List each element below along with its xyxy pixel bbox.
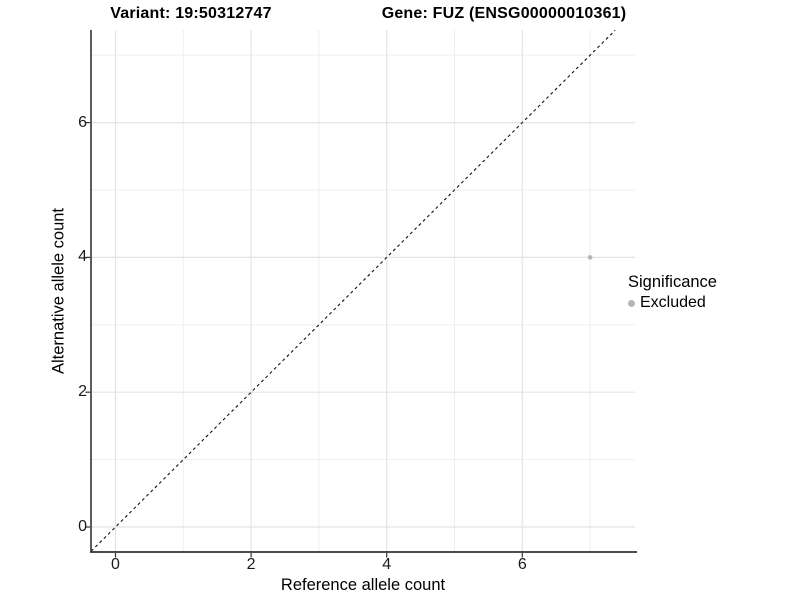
data-point: [587, 255, 593, 260]
y-tick-label: 4: [78, 248, 87, 266]
y-tick-label: 2: [78, 383, 87, 401]
y-tick-label: 6: [78, 113, 87, 131]
legend-item-label: Excluded: [640, 294, 706, 311]
x-tick-label: 4: [382, 556, 392, 573]
legend: Significance Excluded: [628, 273, 717, 312]
x-tick-label: 2: [246, 556, 256, 573]
legend-title: Significance: [628, 273, 717, 291]
legend-item-excluded: Excluded: [628, 294, 717, 312]
variant-title: Variant: 19:50312747: [110, 5, 272, 22]
y-tick-label: 0: [78, 518, 87, 535]
gene-title: Gene: FUZ (ENSG00000010361): [381, 5, 627, 22]
x-tick-label: 0: [111, 556, 120, 573]
x-tick-label: 6: [517, 556, 527, 573]
y-axis-title: Alternative allele count: [49, 207, 68, 375]
x-axis-title: Reference allele count: [280, 576, 446, 594]
identity-line: [90, 29, 616, 552]
excluded-point-icon: [628, 299, 635, 307]
